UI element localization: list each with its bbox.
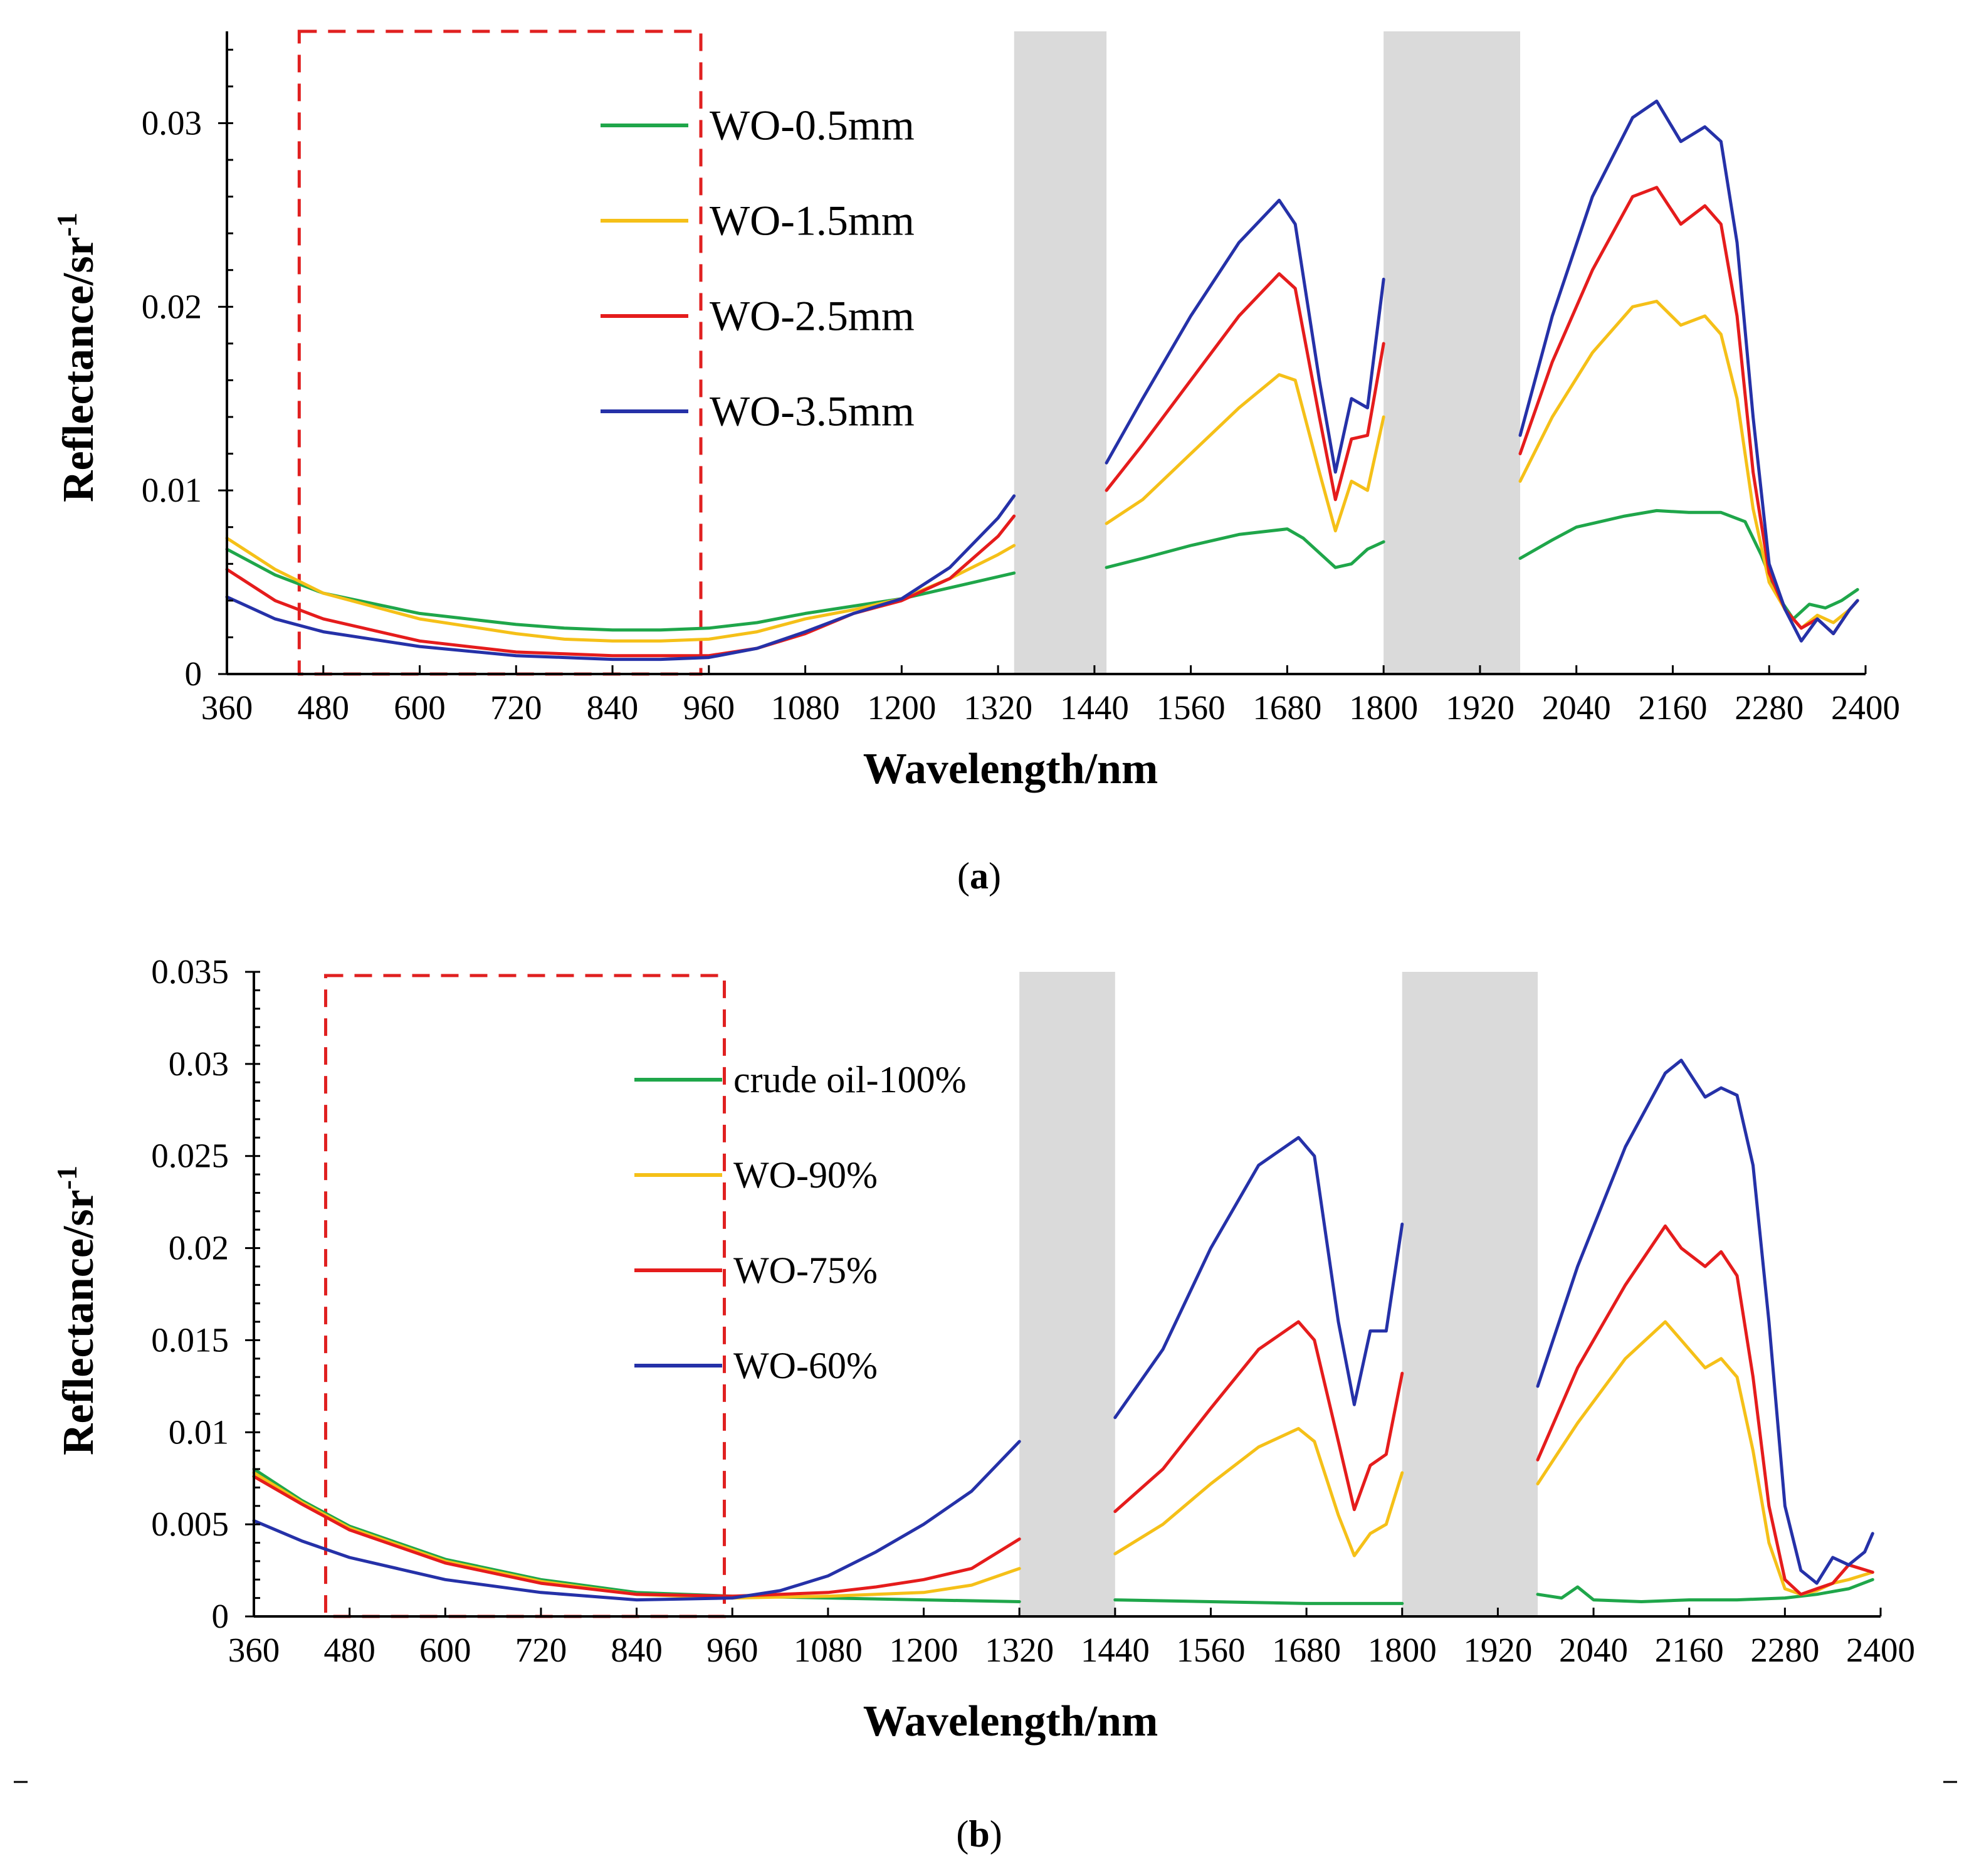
x-tick-label: 480 — [298, 688, 350, 727]
masked-band-1 — [1402, 972, 1538, 1616]
panel-b: 360 480 600 720 840 960 1080 1200 1320 1440 1560 16… — [51, 952, 1915, 1746]
y-axis-title-superscript: -1 — [51, 213, 83, 236]
x-tick-label: 1320 — [985, 1631, 1054, 1669]
x-tick-label: 1200 — [867, 688, 936, 727]
legend-label: WO-60% — [733, 1345, 878, 1386]
x-tick-label: 1680 — [1272, 1631, 1341, 1669]
x-tick-label: 2280 — [1735, 688, 1803, 727]
x-tick-label: 1440 — [1081, 1631, 1150, 1669]
masked-band-0 — [1014, 31, 1107, 674]
x-tick-label: 2040 — [1542, 688, 1611, 727]
x-tick-label: 2400 — [1846, 1631, 1915, 1669]
series-line-crude-oil-100- — [252, 1467, 1874, 1605]
masked-band-1 — [1383, 31, 1521, 674]
y-tick-label: 0.01 — [169, 1413, 229, 1451]
x-tick-label: 2160 — [1655, 1631, 1724, 1669]
legend-label: WO-75% — [733, 1250, 878, 1291]
caption-a: (a) — [957, 855, 1001, 897]
y-tick-label: 0.03 — [142, 103, 202, 142]
x-tick-label: 960 — [683, 688, 735, 727]
x-tick-label: 360 — [201, 688, 253, 727]
highlight-box — [297, 29, 703, 676]
series-line-wo-75- — [252, 1224, 1874, 1598]
x-axis-title: Wavelength/nm — [863, 1697, 1158, 1746]
x-tick-label: 1800 — [1349, 688, 1418, 727]
x-tick-label: 360 — [228, 1631, 280, 1669]
legend-label: WO-1.5mm — [710, 196, 915, 244]
x-tick-label: 2400 — [1831, 688, 1900, 727]
x-tick-label: 600 — [394, 688, 446, 727]
y-axis-title-superscript: -1 — [51, 1166, 83, 1189]
legend-label: WO-90% — [733, 1154, 878, 1196]
x-tick-label: 600 — [419, 1631, 471, 1669]
masked-band-0 — [1019, 972, 1115, 1616]
x-tick-label: 1080 — [794, 1631, 863, 1669]
x-tick-label: 1560 — [1176, 1631, 1245, 1669]
caption-b: (b) — [956, 1813, 1002, 1855]
y-axis-title: Reflectance/sr-1 — [51, 1166, 103, 1455]
x-tick-label: 2160 — [1638, 688, 1707, 727]
x-tick-label: 2040 — [1559, 1631, 1628, 1669]
y-tick-label: 0.015 — [151, 1320, 229, 1359]
x-tick-label: 720 — [490, 688, 542, 727]
x-tick-label: 1440 — [1060, 688, 1129, 727]
series-line-wo-0-5mm — [225, 509, 1859, 632]
x-tick-label: 1560 — [1157, 688, 1226, 727]
legend-label: crude oil-100% — [733, 1059, 967, 1100]
x-tick-label: 720 — [515, 1631, 567, 1669]
highlight-box — [323, 974, 727, 1618]
y-tick-label: 0 — [185, 655, 202, 693]
x-tick-label: 1800 — [1368, 1631, 1437, 1669]
y-tick-label: 0.035 — [151, 952, 229, 991]
y-tick-label: 0 — [212, 1597, 229, 1635]
x-tick-label: 840 — [611, 1631, 663, 1669]
x-tick-label: 480 — [323, 1631, 375, 1669]
y-tick-label: 0.005 — [151, 1505, 229, 1543]
series-line-wo-3-5mm — [225, 99, 1859, 661]
panel-a: 360 480 600 720 840 960 1080 1200 1320 1440 1560 16… — [51, 29, 1900, 793]
x-tick-label: 1080 — [771, 688, 840, 727]
x-tick-label: 2280 — [1750, 1631, 1819, 1669]
y-tick-label: 0.01 — [142, 471, 202, 509]
x-tick-label: 1920 — [1463, 1631, 1532, 1669]
x-tick-label: 840 — [587, 688, 639, 727]
y-tick-label: 0.03 — [169, 1045, 229, 1083]
x-tick-label: 1920 — [1446, 688, 1515, 727]
x-tick-label: 1320 — [963, 688, 1032, 727]
y-tick-label: 0.025 — [151, 1137, 229, 1175]
series-line-wo-60- — [252, 1058, 1874, 1602]
x-tick-label: 1680 — [1252, 688, 1321, 727]
x-tick-label: 960 — [706, 1631, 759, 1669]
y-axis-title: Reflectance/sr-1 — [51, 213, 103, 502]
x-tick-label: 1200 — [890, 1631, 958, 1669]
y-tick-label: 0.02 — [169, 1229, 229, 1267]
x-axis-title: Wavelength/nm — [863, 745, 1158, 793]
legend-label: WO-2.5mm — [710, 292, 915, 339]
y-tick-label: 0.02 — [142, 287, 202, 325]
legend-label: WO-0.5mm — [710, 101, 915, 149]
legend-label: WO-3.5mm — [710, 387, 915, 435]
